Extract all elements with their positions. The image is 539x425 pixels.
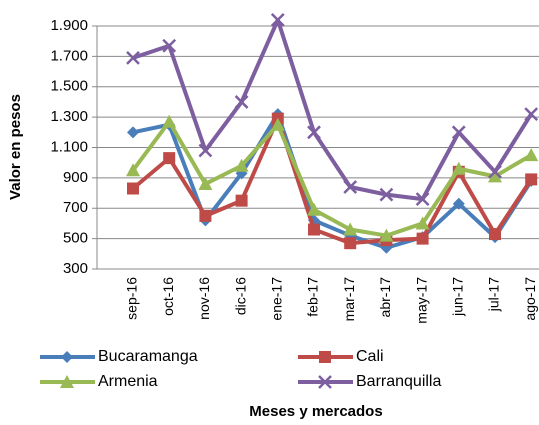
x-tick-label: nov-16 — [196, 277, 212, 320]
series-line — [131, 119, 533, 238]
marker — [489, 228, 501, 241]
y-tick-label: 500 — [63, 230, 88, 247]
y-tick-label: 1.100 — [50, 138, 88, 155]
legend-label: Armenia — [98, 373, 158, 390]
marker — [524, 107, 539, 121]
marker — [270, 13, 285, 27]
marker — [415, 192, 430, 207]
x-tick-label: dic-16 — [232, 277, 248, 315]
marker — [307, 125, 321, 140]
series-line — [132, 17, 533, 202]
y-axis-label: Valor en pesos — [7, 94, 24, 200]
legend-label: Barranquilla — [356, 373, 441, 390]
marker — [162, 38, 177, 53]
marker — [198, 176, 213, 190]
marker — [488, 169, 502, 183]
marker — [451, 125, 466, 140]
x-tick-label: feb-17 — [305, 277, 321, 317]
marker — [379, 228, 394, 242]
x-tick-label: ene-17 — [269, 277, 285, 321]
x-tick-label: sep-16 — [124, 277, 140, 320]
marker — [127, 126, 139, 139]
marker — [343, 180, 358, 194]
y-tick-label: 300 — [63, 260, 88, 277]
marker — [162, 114, 177, 128]
marker — [524, 148, 539, 162]
marker — [126, 163, 140, 177]
marker — [163, 152, 176, 165]
x-tick-label: ago-17 — [522, 277, 538, 321]
x-tick-label: abr-17 — [377, 277, 393, 318]
x-tick-label: oct-16 — [160, 277, 176, 316]
marker — [525, 173, 538, 186]
y-tick-label: 1.500 — [50, 78, 88, 95]
marker — [235, 194, 248, 207]
y-tick-label: 1.900 — [50, 17, 88, 34]
marker — [307, 202, 321, 216]
legend-label: Bucaramanga — [98, 348, 198, 365]
x-axis-label: Meses y mercados — [249, 403, 382, 420]
x-tick-label: mar-17 — [341, 277, 357, 322]
marker — [344, 237, 357, 250]
x-tick-label: jun-17 — [450, 277, 466, 317]
marker — [488, 164, 502, 179]
marker — [343, 222, 358, 236]
y-tick-label: 900 — [63, 169, 88, 186]
series-line — [131, 116, 533, 246]
marker — [60, 375, 74, 388]
x-tick-label: may-17 — [413, 277, 429, 324]
marker — [319, 351, 331, 363]
marker — [234, 158, 249, 172]
marker — [61, 351, 73, 363]
y-tick-label: 1.700 — [50, 47, 88, 64]
marker — [126, 51, 140, 65]
marker — [234, 95, 249, 109]
marker — [198, 143, 213, 158]
x-tick-label: jul-17 — [486, 277, 502, 312]
legend-label: Cali — [356, 348, 384, 365]
marker — [127, 182, 139, 195]
marker — [318, 375, 332, 389]
marker — [379, 187, 394, 202]
marker — [416, 232, 429, 245]
marker — [270, 117, 285, 131]
marker — [451, 161, 466, 175]
y-tick-label: 700 — [63, 199, 88, 216]
marker — [199, 209, 212, 222]
y-tick-label: 1.300 — [50, 108, 88, 125]
marker — [308, 223, 320, 236]
series-line — [132, 112, 533, 250]
marker — [415, 216, 430, 230]
marker — [452, 197, 465, 210]
